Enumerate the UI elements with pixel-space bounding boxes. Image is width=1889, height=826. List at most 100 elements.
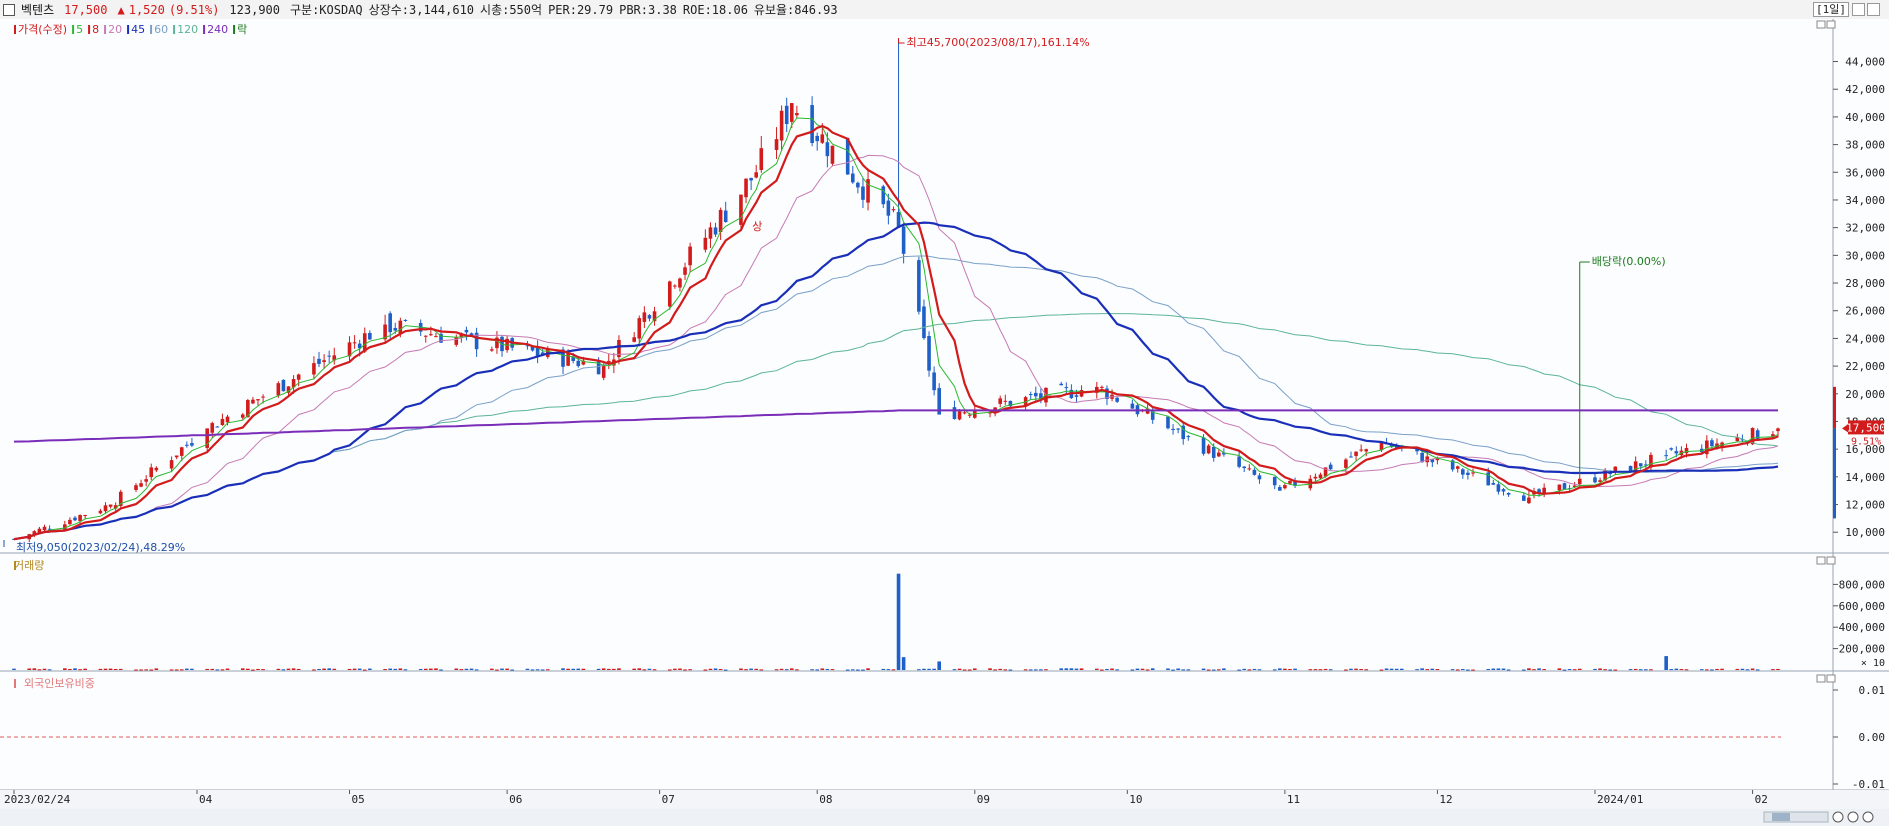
price-candle[interactable] bbox=[388, 313, 392, 333]
price-candle[interactable] bbox=[47, 528, 52, 530]
volume-bar[interactable] bbox=[901, 657, 906, 670]
price-candle[interactable] bbox=[1272, 476, 1277, 486]
volume-bar[interactable] bbox=[357, 668, 362, 670]
price-candle[interactable] bbox=[98, 510, 103, 514]
volume-bar[interactable] bbox=[1283, 668, 1287, 670]
volume-bar[interactable] bbox=[1435, 669, 1440, 671]
price-candle[interactable] bbox=[1461, 469, 1465, 475]
price-candle[interactable] bbox=[561, 349, 565, 367]
volume-bar[interactable] bbox=[225, 668, 230, 670]
price-candle[interactable] bbox=[73, 517, 77, 521]
volume-bar[interactable] bbox=[784, 669, 789, 671]
volume-bar[interactable] bbox=[12, 668, 16, 670]
price-candle[interactable] bbox=[1506, 492, 1511, 495]
price-candle[interactable] bbox=[1313, 476, 1318, 479]
volume-bar[interactable] bbox=[1272, 669, 1277, 671]
price-candle[interactable] bbox=[896, 211, 901, 228]
volume-bar[interactable] bbox=[103, 668, 108, 670]
volume-bar[interactable] bbox=[993, 669, 997, 671]
volume-bar[interactable] bbox=[1461, 669, 1465, 671]
volume-bar[interactable] bbox=[398, 668, 403, 670]
volume-bar[interactable] bbox=[596, 668, 601, 670]
volume-bar[interactable] bbox=[1110, 668, 1114, 670]
volume-bar[interactable] bbox=[210, 668, 215, 670]
price-candle[interactable] bbox=[1105, 388, 1109, 399]
volume-bar[interactable] bbox=[1130, 669, 1135, 671]
volume-bar[interactable] bbox=[1776, 669, 1780, 671]
price-candle[interactable] bbox=[678, 278, 682, 288]
price-candle[interactable] bbox=[42, 526, 47, 531]
price-candle[interactable] bbox=[683, 267, 687, 275]
price-candle[interactable] bbox=[637, 318, 642, 339]
volume-bar[interactable] bbox=[179, 669, 184, 671]
volume-bar[interactable] bbox=[240, 668, 245, 670]
price-candle[interactable] bbox=[286, 386, 291, 393]
volume-bar[interactable] bbox=[1364, 669, 1369, 671]
window-minimize-button[interactable] bbox=[1852, 3, 1865, 16]
price-candle[interactable] bbox=[1537, 489, 1541, 495]
price-candle[interactable] bbox=[12, 538, 16, 540]
volume-bar[interactable] bbox=[403, 669, 408, 671]
volume-bar[interactable] bbox=[1003, 669, 1008, 671]
price-candle[interactable] bbox=[1359, 449, 1363, 451]
volume-bar[interactable] bbox=[1644, 669, 1648, 671]
volume-bar[interactable] bbox=[368, 668, 372, 670]
volume-bar[interactable] bbox=[154, 668, 159, 670]
volume-bar[interactable] bbox=[388, 668, 392, 670]
price-candle[interactable] bbox=[185, 444, 189, 446]
volume-bar[interactable] bbox=[500, 668, 504, 670]
volume-bar[interactable] bbox=[881, 668, 886, 670]
volume-bar[interactable] bbox=[169, 669, 174, 671]
volume-bar[interactable] bbox=[1506, 669, 1511, 671]
volume-bar[interactable] bbox=[312, 669, 316, 671]
volume-bar[interactable] bbox=[42, 668, 47, 670]
price-candle[interactable] bbox=[439, 333, 443, 343]
price-candle[interactable] bbox=[1562, 483, 1567, 490]
volume-bar[interactable] bbox=[1501, 668, 1506, 670]
volume-bar[interactable] bbox=[1628, 669, 1633, 671]
volume-bar[interactable] bbox=[972, 668, 977, 670]
price-candle[interactable] bbox=[972, 410, 977, 418]
volume-bar[interactable] bbox=[464, 668, 469, 670]
volume-bar[interactable] bbox=[1257, 669, 1262, 671]
volume-bar[interactable] bbox=[917, 669, 921, 671]
volume-bar[interactable] bbox=[510, 669, 514, 671]
price-candle[interactable] bbox=[347, 342, 352, 357]
price-candle[interactable] bbox=[118, 491, 123, 507]
volume-bar[interactable] bbox=[779, 668, 784, 670]
volume-bar[interactable] bbox=[1359, 669, 1363, 671]
volume-bar[interactable] bbox=[667, 669, 672, 671]
volume-bar[interactable] bbox=[1715, 668, 1719, 670]
price-candle[interactable] bbox=[713, 227, 718, 235]
price-candle[interactable] bbox=[967, 414, 972, 416]
price-candle[interactable] bbox=[830, 145, 835, 164]
price-candle[interactable] bbox=[1323, 467, 1328, 477]
price-candle[interactable] bbox=[1771, 434, 1775, 437]
price-candle[interactable] bbox=[205, 428, 209, 448]
price-candle[interactable] bbox=[739, 194, 743, 225]
volume-bar[interactable] bbox=[134, 669, 138, 671]
volume-bar[interactable] bbox=[937, 661, 942, 670]
volume-bar[interactable] bbox=[1684, 669, 1689, 671]
volume-bar[interactable] bbox=[1059, 668, 1064, 670]
price-candle[interactable] bbox=[784, 105, 789, 124]
price-candle[interactable] bbox=[1496, 484, 1501, 492]
volume-bar[interactable] bbox=[1562, 669, 1567, 671]
price-candle[interactable] bbox=[474, 332, 479, 350]
price-candle[interactable] bbox=[169, 460, 174, 469]
volume-bar[interactable] bbox=[718, 669, 723, 671]
price-candle[interactable] bbox=[1206, 445, 1211, 454]
price-candle[interactable] bbox=[952, 407, 957, 419]
price-candle[interactable] bbox=[1542, 487, 1546, 495]
volume-bar[interactable] bbox=[815, 669, 820, 671]
price-candle[interactable] bbox=[1501, 489, 1506, 492]
price-candle[interactable] bbox=[815, 135, 820, 142]
volume-bar[interactable] bbox=[1222, 668, 1226, 670]
price-candle[interactable] bbox=[190, 443, 194, 446]
pane-close-button[interactable] bbox=[1826, 556, 1836, 565]
volume-bar[interactable] bbox=[1181, 669, 1186, 671]
volume-bar[interactable] bbox=[601, 668, 606, 670]
price-candle[interactable] bbox=[220, 418, 225, 425]
volume-bar[interactable] bbox=[830, 669, 835, 671]
